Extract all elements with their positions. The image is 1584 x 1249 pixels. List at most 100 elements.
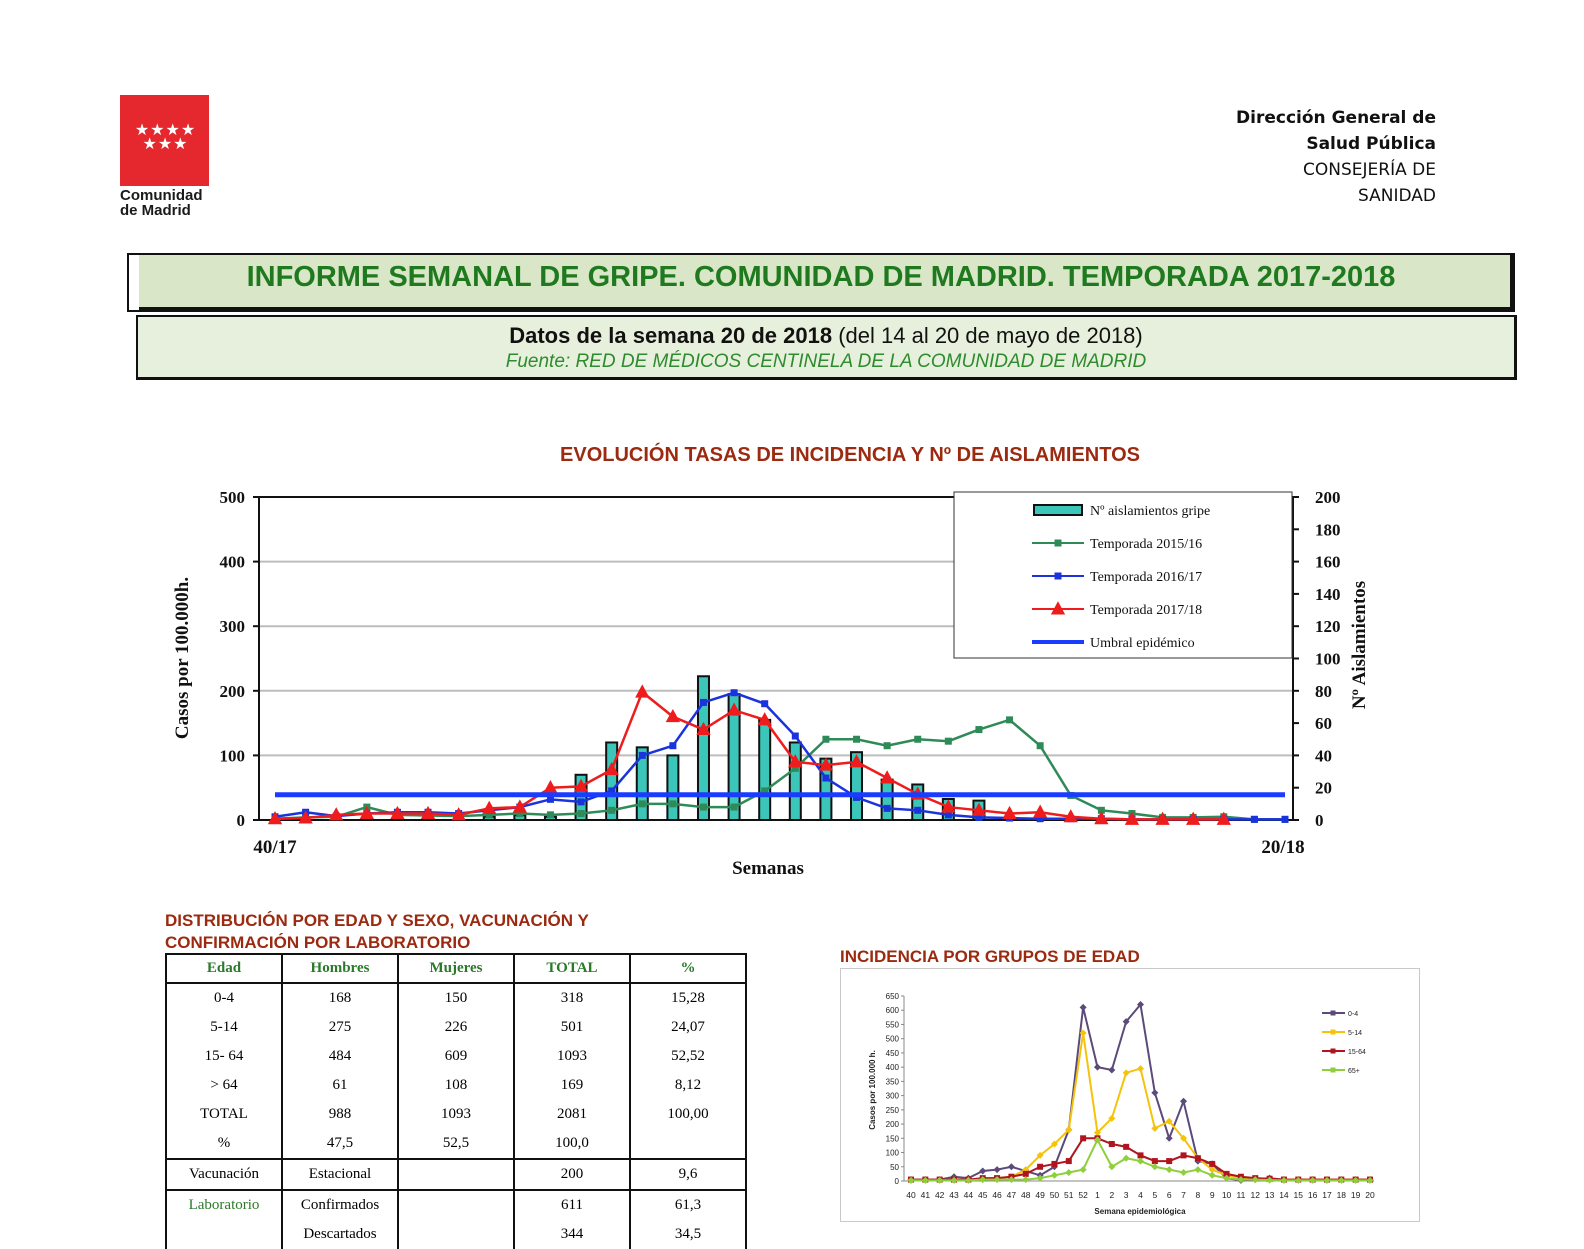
age-series-point: [1050, 1140, 1058, 1148]
table-cell: 150: [397, 983, 515, 1013]
series-point-1: [944, 811, 952, 819]
series-point-2: [971, 802, 987, 816]
table-cell: 15,28: [629, 983, 747, 1013]
bar-aislamientos: [788, 741, 802, 822]
age-chart-title: INCIDENCIA POR GRUPOS DE EDAD: [840, 947, 1140, 966]
age-series-point: [950, 1176, 958, 1184]
series-point-0: [1097, 806, 1105, 814]
series-point-1: [975, 813, 983, 821]
series-point-0: [822, 735, 830, 743]
age-series-point: [907, 1176, 915, 1184]
series-point-0: [944, 737, 952, 745]
age-y-tick-label-200: 200: [886, 1120, 900, 1129]
main-chart-title: EVOLUCIÓN TASAS DE INCIDENCIA Y Nº DE AI…: [560, 444, 1140, 466]
age-x-tick-label-16: 16: [1308, 1190, 1318, 1200]
table-cell: 609: [397, 1042, 515, 1071]
age-series-point: [1180, 1097, 1188, 1105]
report-title-banner: INFORME SEMANAL DE GRIPE. COMUNIDAD DE M…: [127, 253, 1515, 312]
age-y-tick-label-350: 350: [886, 1077, 900, 1086]
table-cell: 24,07: [629, 1013, 747, 1042]
series-point-0: [669, 800, 677, 808]
age-series-point: [1093, 1129, 1101, 1137]
table-row: Vacunación Estacional 200 9,6: [165, 1158, 747, 1190]
age-x-tick-label-19: 19: [1351, 1190, 1361, 1200]
age-series-point: [1065, 1126, 1073, 1134]
table-cell: Laboratorio: [165, 1189, 283, 1220]
age-series-point: [1108, 1163, 1116, 1171]
table-cell: 2081: [513, 1100, 631, 1129]
series-point-0: [699, 803, 707, 811]
table-cell: 52,52: [629, 1042, 747, 1071]
age-series-point: [1137, 1001, 1144, 1009]
age-x-tick-label-40: 40: [906, 1190, 916, 1200]
table-cell: 47,5: [281, 1129, 399, 1159]
y-axis-label: Casos por 100.000h.: [172, 577, 193, 739]
table-cell: 0-4: [165, 983, 283, 1013]
series-point-2: [512, 799, 527, 813]
age-x-tick-label-41: 41: [921, 1190, 931, 1200]
age-x-tick-label-48: 48: [1021, 1190, 1031, 1200]
series-point-2: [879, 770, 895, 784]
age-series-point: [1223, 1174, 1231, 1182]
bar-aislamientos: [850, 751, 864, 822]
age-x-tick-label-14: 14: [1279, 1190, 1289, 1200]
legend-label: Umbral epidémico: [1090, 636, 1195, 651]
table-cell: 8,12: [629, 1071, 747, 1100]
table-title-line1: DISTRIBUCIÓN POR EDAD Y SEXO, VACUNACIÓN…: [165, 911, 589, 930]
age-series-point: [979, 1167, 987, 1175]
table-cell: [629, 1129, 747, 1159]
table-cell: 1093: [397, 1100, 515, 1129]
logo-text: Comunidad de Madrid: [120, 188, 203, 218]
age-y-tick-label-500: 500: [886, 1035, 900, 1044]
table-cell: [397, 1158, 515, 1190]
series-point-2: [665, 708, 681, 723]
table-cell: 52,5: [397, 1129, 515, 1159]
week-rest: (del 14 al 20 de mayo de 2018): [832, 323, 1143, 348]
age-x-tick-label-52: 52: [1078, 1190, 1088, 1200]
y2-tick-label-180: 180: [1315, 520, 1341, 539]
age-x-tick-label-45: 45: [978, 1190, 988, 1200]
age-series-point: [1151, 1124, 1159, 1132]
series-point-1: [1250, 815, 1258, 823]
dept-line2: Salud Pública: [1306, 134, 1436, 154]
x-first-label: 40/17: [253, 837, 297, 858]
report-title: INFORME SEMANAL DE GRIPE. COMUNIDAD DE M…: [246, 261, 1396, 293]
age-series-point: [1122, 1018, 1130, 1026]
series-point-2: [726, 702, 742, 716]
series-point-0: [914, 735, 922, 743]
series-point-2: [543, 780, 558, 794]
logo-text-line1: Comunidad: [120, 187, 203, 204]
age-x-tick-label-47: 47: [1007, 1190, 1017, 1200]
series-point-1: [853, 793, 861, 801]
series-point-2: [1094, 811, 1109, 825]
series-point-0: [730, 803, 738, 811]
series-point-2: [329, 807, 344, 821]
y2-tick-label-200: 200: [1315, 488, 1341, 507]
bar-aislamientos: [666, 754, 680, 821]
table-row: > 64 61 108 169 8,12: [165, 1071, 747, 1100]
table-cell: Confirmados: [281, 1189, 399, 1220]
series-point-1: [822, 774, 830, 782]
legend-swatch-marker: [1054, 572, 1062, 580]
age-series-point: [1165, 1134, 1173, 1142]
series-point-2: [1216, 811, 1231, 825]
series-point-0: [975, 726, 983, 734]
series-point-1: [608, 787, 616, 795]
age-series-point: [1051, 1160, 1058, 1167]
age-series-point: [1151, 1158, 1158, 1165]
age-x-tick-label-46: 46: [992, 1190, 1002, 1200]
age-series-point: [1251, 1176, 1259, 1184]
age-legend-label: 0-4: [1348, 1011, 1358, 1018]
age-legend-label: 65+: [1348, 1068, 1360, 1075]
age-x-tick-label-7: 7: [1181, 1190, 1186, 1200]
age-series-point: [1037, 1163, 1044, 1170]
table-row: Descartados 344 34,5: [165, 1220, 747, 1249]
legend-swatch-marker: [1050, 601, 1066, 615]
y-tick-label-0: 0: [237, 811, 246, 830]
series-point-0: [546, 811, 554, 819]
age-x-tick-label-2: 2: [1109, 1190, 1114, 1200]
table-header-cell: TOTAL: [513, 953, 631, 984]
table-row: TOTAL 988 1093 2081 100,00: [165, 1100, 747, 1129]
age-x-tick-label-8: 8: [1196, 1190, 1201, 1200]
age-series-point: [1337, 1176, 1345, 1184]
